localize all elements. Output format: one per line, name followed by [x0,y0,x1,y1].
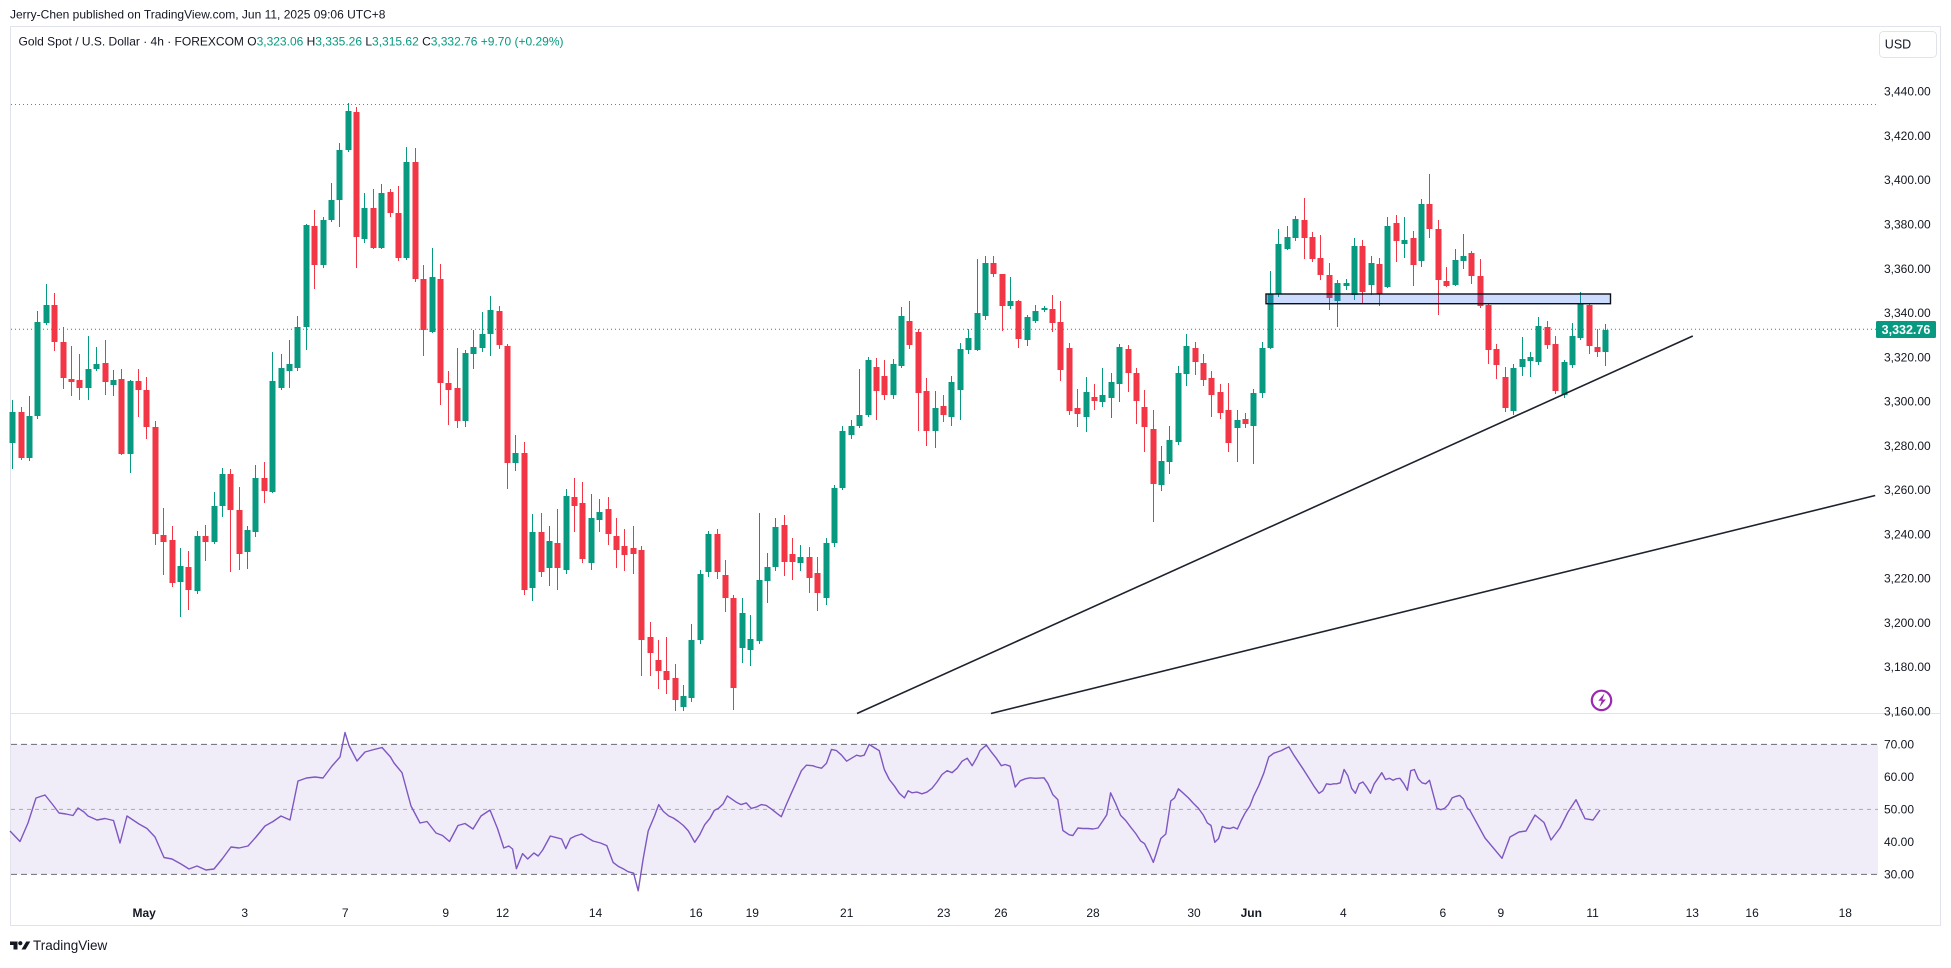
svg-text:9: 9 [442,906,449,920]
svg-text:6: 6 [1440,906,1447,920]
svg-text:40.00: 40.00 [1884,835,1914,849]
svg-text:30.00: 30.00 [1884,868,1914,882]
svg-text:14: 14 [589,906,603,920]
svg-text:3,340.00: 3,340.00 [1884,306,1931,320]
svg-text:Jun: Jun [1241,906,1262,920]
svg-text:3,360.00: 3,360.00 [1884,262,1931,276]
svg-text:4: 4 [1340,906,1347,920]
svg-text:3,440.00: 3,440.00 [1884,85,1931,99]
svg-text:3,320.00: 3,320.00 [1884,350,1931,364]
svg-text:13: 13 [1686,906,1700,920]
svg-text:3,332.76: 3,332.76 [1882,323,1931,337]
svg-text:70.00: 70.00 [1884,738,1914,752]
svg-text:11: 11 [1586,906,1599,920]
svg-text:3,300.00: 3,300.00 [1884,395,1931,409]
svg-text:Gold Spot / U.S. Dollar · 4h ·: Gold Spot / U.S. Dollar · 4h · FOREXCOM … [19,35,564,49]
svg-text:21: 21 [840,906,854,920]
svg-text:3: 3 [241,906,248,920]
svg-text:May: May [133,906,157,920]
svg-text:16: 16 [689,906,703,920]
svg-text:3,400.00: 3,400.00 [1884,173,1931,187]
svg-text:12: 12 [496,906,510,920]
svg-text:9: 9 [1497,906,1504,920]
svg-text:3,420.00: 3,420.00 [1884,129,1931,143]
svg-text:23: 23 [937,906,951,920]
svg-text:7: 7 [342,906,349,920]
svg-text:TradingView: TradingView [33,938,108,953]
svg-text:19: 19 [746,906,760,920]
svg-text:26: 26 [994,906,1008,920]
svg-text:3,240.00: 3,240.00 [1884,527,1931,541]
svg-text:3,160.00: 3,160.00 [1884,704,1931,718]
svg-text:3,260.00: 3,260.00 [1884,483,1931,497]
svg-text:30: 30 [1187,906,1201,920]
svg-text:3,280.00: 3,280.00 [1884,439,1931,453]
svg-text:Jerry-Chen published on Tradin: Jerry-Chen published on TradingView.com,… [10,8,386,22]
svg-text:16: 16 [1745,906,1759,920]
svg-text:18: 18 [1839,906,1853,920]
svg-text:50.00: 50.00 [1884,803,1914,817]
svg-text:3,200.00: 3,200.00 [1884,616,1931,630]
svg-text:3,180.00: 3,180.00 [1884,660,1931,674]
svg-text:3,220.00: 3,220.00 [1884,572,1931,586]
svg-text:28: 28 [1086,906,1100,920]
svg-text:60.00: 60.00 [1884,770,1914,784]
svg-text:USD: USD [1885,38,1911,52]
svg-text:3,380.00: 3,380.00 [1884,218,1931,232]
